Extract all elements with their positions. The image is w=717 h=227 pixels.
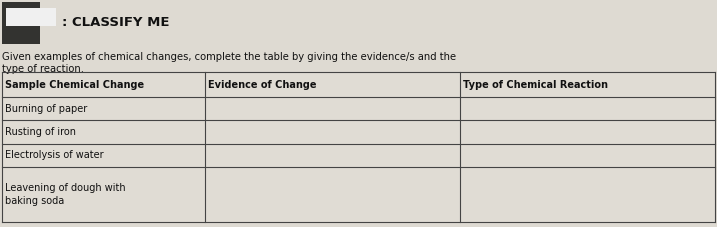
FancyBboxPatch shape (6, 8, 56, 26)
FancyBboxPatch shape (2, 167, 205, 222)
FancyBboxPatch shape (2, 121, 205, 143)
FancyBboxPatch shape (205, 121, 460, 143)
Text: Burning of paper: Burning of paper (5, 104, 87, 114)
Text: Type of Chemical Reaction: Type of Chemical Reaction (462, 80, 608, 90)
FancyBboxPatch shape (460, 121, 715, 143)
Text: Sample Chemical Change: Sample Chemical Change (5, 80, 144, 90)
FancyBboxPatch shape (2, 97, 205, 121)
FancyBboxPatch shape (460, 167, 715, 222)
FancyBboxPatch shape (2, 143, 205, 167)
FancyBboxPatch shape (205, 72, 460, 97)
FancyBboxPatch shape (205, 97, 460, 121)
FancyBboxPatch shape (460, 143, 715, 167)
Text: Leavening of dough with
baking soda: Leavening of dough with baking soda (5, 183, 125, 205)
Text: Given examples of chemical changes, complete the table by giving the evidence/s : Given examples of chemical changes, comp… (2, 52, 456, 62)
Text: : CLASSIFY ME: : CLASSIFY ME (62, 15, 169, 29)
Text: Rusting of iron: Rusting of iron (5, 127, 76, 137)
Text: Evidence of Change: Evidence of Change (208, 80, 317, 90)
FancyBboxPatch shape (2, 72, 205, 97)
FancyBboxPatch shape (460, 97, 715, 121)
FancyBboxPatch shape (205, 143, 460, 167)
Text: type of reaction.: type of reaction. (2, 64, 84, 74)
FancyBboxPatch shape (205, 167, 460, 222)
Text: Electrolysis of water: Electrolysis of water (5, 150, 104, 160)
FancyBboxPatch shape (2, 2, 40, 44)
FancyBboxPatch shape (460, 72, 715, 97)
